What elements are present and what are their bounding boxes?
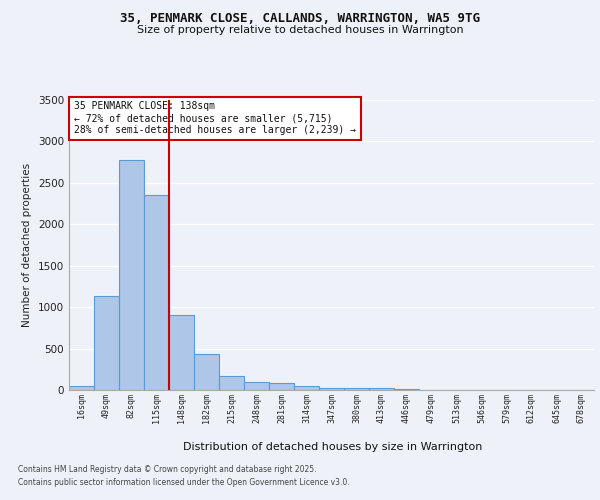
Bar bbox=[244, 382, 269, 390]
Text: 35, PENMARK CLOSE, CALLANDS, WARRINGTON, WA5 9TG: 35, PENMARK CLOSE, CALLANDS, WARRINGTON,… bbox=[120, 12, 480, 26]
Text: 35 PENMARK CLOSE: 138sqm
← 72% of detached houses are smaller (5,715)
28% of sem: 35 PENMARK CLOSE: 138sqm ← 72% of detach… bbox=[74, 102, 356, 134]
Bar bbox=[69, 386, 94, 390]
Bar bbox=[169, 316, 194, 390]
Text: Size of property relative to detached houses in Warrington: Size of property relative to detached ho… bbox=[137, 25, 463, 35]
Bar bbox=[294, 386, 319, 390]
Bar bbox=[219, 376, 244, 390]
Text: Contains public sector information licensed under the Open Government Licence v3: Contains public sector information licen… bbox=[18, 478, 350, 487]
Bar bbox=[94, 296, 119, 390]
Text: Contains HM Land Registry data © Crown copyright and database right 2025.: Contains HM Land Registry data © Crown c… bbox=[18, 466, 317, 474]
Bar bbox=[394, 389, 419, 390]
Bar bbox=[144, 196, 169, 390]
Bar bbox=[319, 388, 344, 390]
Bar bbox=[369, 388, 394, 390]
Bar bbox=[344, 388, 369, 390]
Text: Distribution of detached houses by size in Warrington: Distribution of detached houses by size … bbox=[184, 442, 482, 452]
Bar bbox=[119, 160, 144, 390]
Y-axis label: Number of detached properties: Number of detached properties bbox=[22, 163, 32, 327]
Bar bbox=[269, 383, 294, 390]
Bar bbox=[194, 354, 219, 390]
